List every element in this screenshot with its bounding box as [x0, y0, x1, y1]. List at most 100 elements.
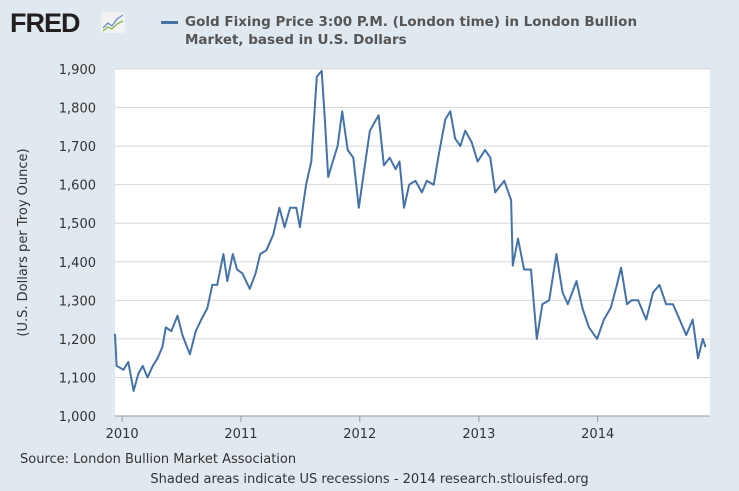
- data-point: [517, 237, 519, 240]
- y-tick-label: 1,800: [59, 102, 96, 117]
- data-point: [189, 353, 191, 356]
- data-point: [426, 180, 428, 182]
- data-point: [511, 264, 514, 267]
- plot-area: [115, 69, 710, 416]
- series-line: [114, 69, 707, 392]
- y-tick-label: 1,400: [59, 256, 96, 271]
- data-point: [388, 156, 391, 159]
- data-point: [357, 207, 360, 209]
- data-point: [575, 280, 578, 282]
- source-note: Source: London Bullion Market Associatio…: [20, 452, 297, 467]
- data-point: [704, 345, 707, 348]
- data-point: [114, 333, 116, 336]
- data-point: [377, 114, 380, 117]
- data-point: [459, 145, 462, 147]
- data-point: [616, 284, 618, 286]
- data-point: [156, 357, 159, 359]
- data-point: [630, 299, 633, 302]
- data-point: [652, 291, 654, 294]
- data-point: [236, 268, 238, 271]
- data-point: [232, 253, 234, 255]
- data-point: [510, 199, 512, 201]
- data-point: [476, 160, 479, 163]
- data-point: [596, 338, 598, 340]
- data-point: [331, 160, 334, 163]
- y-tick-label: 1,700: [59, 140, 96, 155]
- data-point: [449, 110, 452, 113]
- data-point: [327, 176, 329, 178]
- data-point: [265, 249, 268, 252]
- data-point: [341, 110, 343, 113]
- data-point: [588, 326, 590, 329]
- data-point: [494, 191, 496, 194]
- data-point: [464, 129, 467, 132]
- data-point: [489, 156, 492, 159]
- data-point: [170, 330, 173, 332]
- data-point: [678, 318, 681, 321]
- data-point: [645, 318, 648, 321]
- data-point: [503, 180, 506, 182]
- fred-logo[interactable]: FRED: [10, 8, 80, 38]
- data-point: [115, 365, 118, 367]
- y-tick-label: 1,100: [59, 371, 96, 386]
- line-chart-icon: [101, 12, 125, 33]
- data-point: [363, 168, 366, 171]
- data-point: [132, 390, 135, 392]
- data-point: [289, 207, 291, 209]
- data-point: [561, 291, 564, 294]
- data-point: [609, 307, 612, 309]
- data-point: [536, 338, 538, 340]
- data-point: [141, 365, 144, 367]
- data-point: [383, 164, 385, 167]
- data-point: [151, 365, 154, 367]
- data-point: [394, 168, 397, 171]
- data-point: [691, 318, 694, 321]
- data-point: [626, 303, 628, 305]
- data-point: [352, 156, 355, 159]
- footer-note: Shaded areas indicate US recessions - 20…: [150, 472, 589, 487]
- data-point: [421, 191, 423, 194]
- data-point: [620, 266, 622, 269]
- data-point: [637, 299, 639, 302]
- data-point: [248, 287, 251, 290]
- data-point: [432, 183, 435, 186]
- y-tick-label: 1,600: [59, 179, 96, 194]
- data-point: [470, 141, 473, 144]
- data-point: [194, 330, 197, 332]
- x-tick-label: 2011: [224, 427, 257, 442]
- data-point: [161, 345, 164, 348]
- data-point: [278, 207, 281, 209]
- data-point: [283, 226, 286, 228]
- data-point: [323, 114, 326, 117]
- x-tick-label: 2012: [343, 427, 376, 442]
- data-point: [222, 253, 225, 255]
- data-point: [127, 361, 130, 363]
- data-point: [320, 70, 323, 72]
- data-point: [548, 299, 551, 302]
- data-point: [658, 284, 661, 286]
- data-point: [211, 284, 214, 286]
- data-point: [414, 180, 417, 182]
- data-point: [555, 253, 558, 255]
- data-point: [200, 318, 203, 321]
- data-point: [530, 268, 532, 271]
- data-point: [336, 145, 339, 147]
- data-point: [164, 326, 167, 329]
- data-point: [444, 118, 447, 120]
- data-point: [408, 183, 411, 186]
- data-point: [566, 303, 569, 305]
- data-point: [346, 149, 349, 151]
- data-point: [254, 272, 257, 275]
- y-tick-label: 1,900: [59, 63, 96, 78]
- y-tick-label: 1,200: [59, 333, 96, 348]
- legend-swatch: [161, 21, 178, 24]
- data-point: [702, 338, 704, 340]
- data-point: [403, 207, 405, 209]
- data-point: [454, 137, 456, 140]
- data-point: [398, 160, 401, 163]
- data-point: [146, 376, 149, 379]
- y-tick-label: 1,500: [59, 217, 96, 232]
- x-tick-label: 2014: [581, 427, 614, 442]
- data-point: [295, 207, 298, 209]
- y-tick-label: 1,000: [59, 410, 96, 425]
